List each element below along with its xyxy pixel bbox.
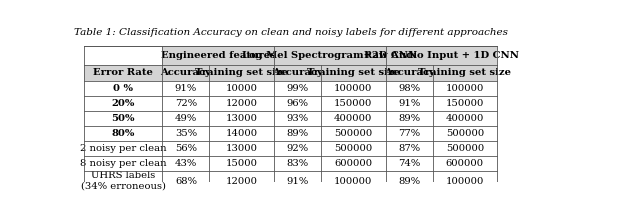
Text: 80%: 80%: [111, 129, 135, 138]
Text: 91%: 91%: [286, 177, 308, 186]
Text: 15000: 15000: [226, 159, 258, 168]
Text: 89%: 89%: [398, 114, 420, 123]
Text: 83%: 83%: [287, 159, 308, 168]
Text: 92%: 92%: [287, 144, 308, 153]
Text: 91%: 91%: [398, 99, 420, 108]
Text: 89%: 89%: [398, 177, 420, 186]
Bar: [84, 64, 497, 81]
Text: Raw Audio Input + 1D CNN: Raw Audio Input + 1D CNN: [364, 51, 519, 60]
Text: 68%: 68%: [175, 177, 197, 186]
Text: Error Rate: Error Rate: [93, 68, 153, 77]
Text: 35%: 35%: [175, 129, 197, 138]
Text: 500000: 500000: [334, 144, 372, 153]
Text: 91%: 91%: [175, 84, 197, 93]
Text: Training set size: Training set size: [195, 68, 288, 77]
Text: 10000: 10000: [226, 84, 258, 93]
Text: Engineered features: Engineered features: [161, 51, 275, 60]
Text: 100000: 100000: [334, 177, 372, 186]
Text: 13000: 13000: [226, 114, 258, 123]
Text: Accuracy: Accuracy: [384, 68, 435, 77]
Text: 20%: 20%: [111, 99, 135, 108]
Text: Training set size: Training set size: [307, 68, 400, 77]
Text: 93%: 93%: [287, 114, 308, 123]
Text: 600000: 600000: [334, 159, 372, 168]
Text: 2 noisy per clean: 2 noisy per clean: [80, 144, 166, 153]
Text: Training set size: Training set size: [419, 68, 511, 77]
Text: 77%: 77%: [398, 129, 420, 138]
Text: 87%: 87%: [398, 144, 420, 153]
Text: Accuracy: Accuracy: [161, 68, 211, 77]
Text: Log Mel Spectrogram+2D CNN: Log Mel Spectrogram+2D CNN: [242, 51, 417, 60]
Text: 12000: 12000: [226, 99, 258, 108]
Text: 43%: 43%: [175, 159, 197, 168]
Text: 500000: 500000: [446, 144, 484, 153]
Text: 400000: 400000: [334, 114, 372, 123]
Text: 49%: 49%: [175, 114, 197, 123]
Text: 89%: 89%: [287, 129, 308, 138]
Text: 12000: 12000: [226, 177, 258, 186]
Text: 100000: 100000: [445, 84, 484, 93]
Text: 74%: 74%: [398, 159, 420, 168]
Text: 100000: 100000: [334, 84, 372, 93]
Text: Accuracy: Accuracy: [272, 68, 323, 77]
Text: 150000: 150000: [334, 99, 372, 108]
Text: 50%: 50%: [111, 114, 135, 123]
Text: 8 noisy per clean: 8 noisy per clean: [80, 159, 166, 168]
Text: 400000: 400000: [445, 114, 484, 123]
Text: 0 %: 0 %: [113, 84, 133, 93]
Text: 72%: 72%: [175, 99, 197, 108]
Text: 150000: 150000: [445, 99, 484, 108]
Text: 14000: 14000: [226, 129, 258, 138]
Text: UHRS labels
(34% erroneous): UHRS labels (34% erroneous): [81, 172, 166, 191]
Text: 500000: 500000: [446, 129, 484, 138]
Text: 99%: 99%: [287, 84, 308, 93]
Text: 56%: 56%: [175, 144, 197, 153]
Bar: [163, 47, 497, 64]
Text: 13000: 13000: [226, 144, 258, 153]
Text: Table 1: Classification Accuracy on clean and noisy labels for different approac: Table 1: Classification Accuracy on clea…: [74, 28, 508, 37]
Text: 100000: 100000: [445, 177, 484, 186]
Text: 600000: 600000: [446, 159, 484, 168]
Text: 96%: 96%: [287, 99, 308, 108]
Text: 500000: 500000: [334, 129, 372, 138]
Text: 98%: 98%: [398, 84, 420, 93]
